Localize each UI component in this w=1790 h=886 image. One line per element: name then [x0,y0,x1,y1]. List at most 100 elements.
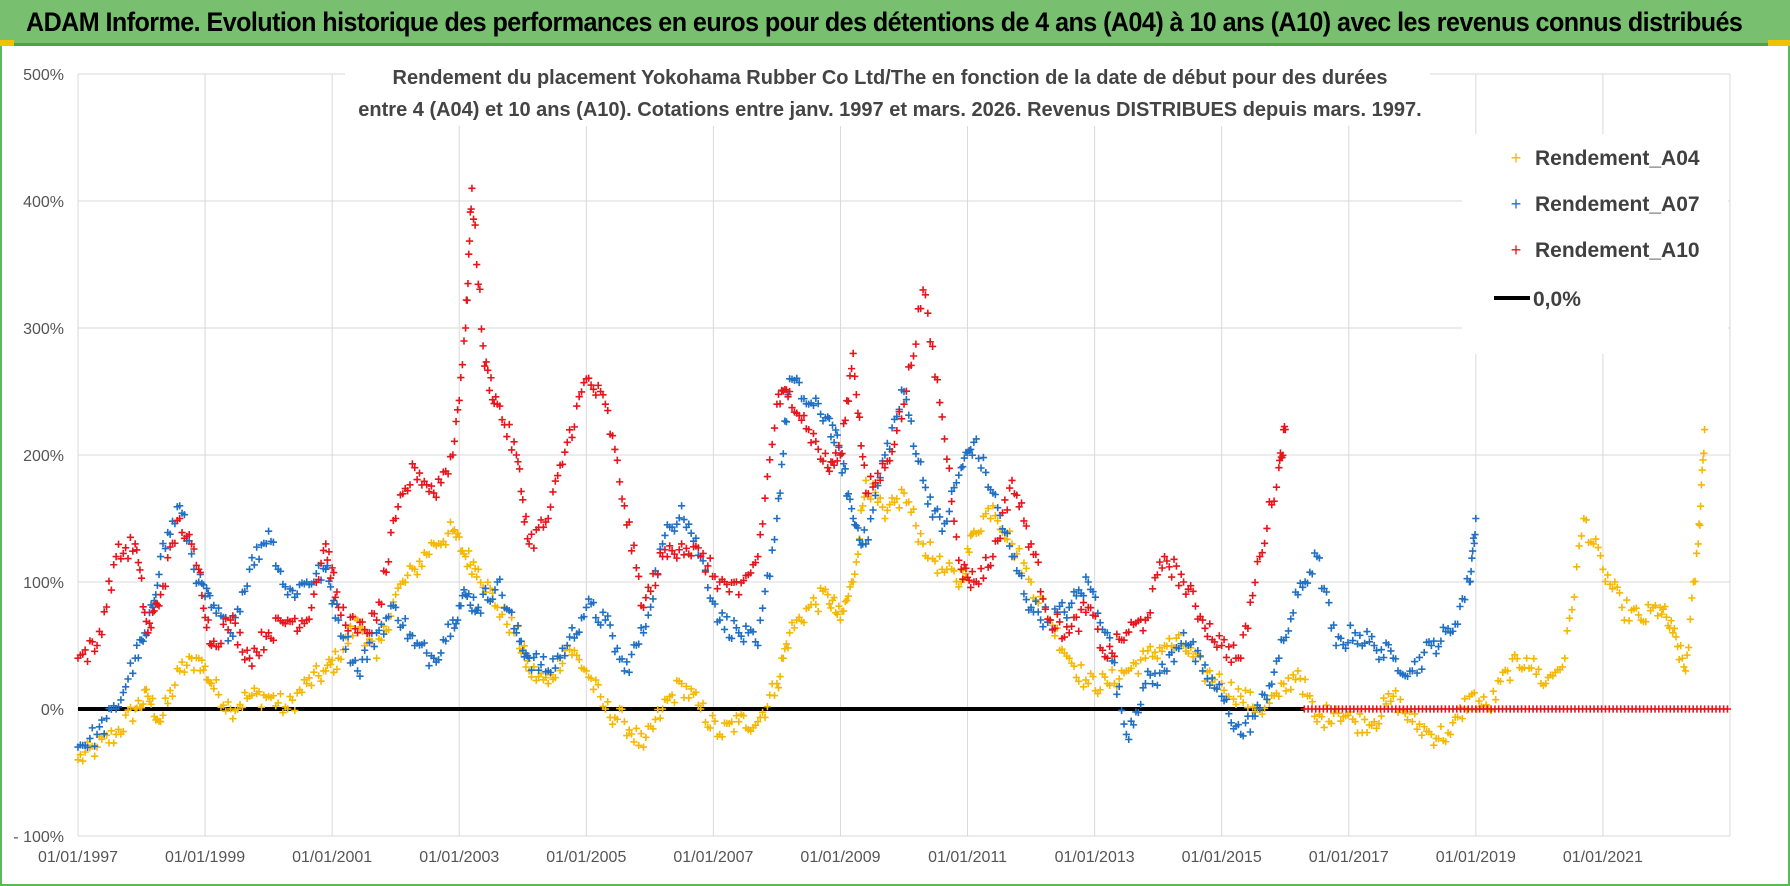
point-rendement-a10 [234,641,242,649]
point-rendement-a04 [234,705,242,713]
point-rendement-a04 [1215,670,1223,678]
point-rendement-a10 [835,441,843,450]
point-rendement-a10 [415,469,424,477]
point-rendement-a04 [131,705,139,713]
point-rendement-a04 [171,681,179,689]
point-rendement-a07 [1467,567,1475,576]
point-rendement-a07 [673,520,681,528]
point-rendement-a10 [510,438,518,446]
point-rendement-a04 [1158,647,1166,655]
point-rendement-a07 [768,546,776,554]
point-rendement-a10 [1113,630,1121,638]
point-rendement-a04 [642,733,650,741]
point-rendement-a04 [1700,449,1708,457]
point-rendement-a10 [454,406,462,414]
point-rendement-a07 [1170,657,1178,666]
point-rendement-a04 [587,674,595,682]
point-rendement-a10 [786,387,794,396]
point-rendement-a04 [307,681,316,689]
point-rendement-a10 [682,544,690,552]
legend-marker-a10: + [1511,240,1522,260]
point-rendement-a04 [1625,617,1633,625]
point-rendement-a04 [159,711,167,719]
point-rendement-a10 [141,608,149,617]
point-rendement-a07 [926,493,934,501]
point-rendement-a10 [732,578,741,586]
point-rendement-a04 [1291,675,1300,684]
point-rendement-a07 [948,487,956,495]
point-rendement-a07 [668,523,676,531]
point-rendement-a07 [751,638,760,646]
point-rendement-a10 [124,554,132,563]
point-rendement-a10 [926,338,934,346]
point-rendement-a07 [166,530,174,538]
point-rendement-a07 [828,421,837,429]
point-rendement-a10 [928,342,937,351]
point-rendement-a10 [943,455,951,463]
point-rendement-a10 [153,600,162,609]
point-rendement-a10 [558,460,567,468]
point-rendement-a07 [1129,721,1138,729]
x-tick-label: 01/01/2003 [419,849,499,866]
point-rendement-a10 [1177,570,1185,578]
point-rendement-a04 [527,673,536,681]
point-rendement-a10 [185,530,193,539]
point-rendement-a10 [704,562,712,570]
point-rendement-a04 [1151,648,1159,656]
point-rendement-a07 [1263,695,1271,704]
point-rendement-a04 [1513,654,1521,663]
point-rendement-a07 [867,515,875,523]
point-rendement-a10 [145,619,154,627]
point-rendement-a10 [482,358,490,366]
point-rendement-a04 [862,476,870,484]
point-rendement-a04 [300,676,308,684]
point-rendement-a10 [262,632,270,641]
point-rendement-a04 [1296,674,1304,683]
point-rendement-a07 [549,655,557,663]
point-rendement-a07 [1065,603,1073,611]
point-rendement-a04 [788,618,796,627]
point-rendement-a10 [967,583,975,592]
point-rendement-a07 [206,592,214,600]
point-rendement-a04 [854,550,862,558]
point-rendement-a04 [1413,725,1421,733]
point-rendement-a04 [349,632,357,640]
point-rendement-a10 [756,531,764,539]
point-rendement-a10 [339,603,347,612]
point-rendement-a04 [1644,601,1652,609]
point-rendement-a10 [458,361,467,369]
point-rendement-a07 [479,590,487,598]
point-rendement-a07 [761,587,769,596]
x-tick-label: 01/01/2021 [1563,849,1643,866]
point-rendement-a04 [832,609,840,617]
point-rendement-a10 [912,340,920,348]
banner-title: ADAM Informe. Evolution historique des p… [26,7,1743,37]
point-rendement-a10 [573,402,581,410]
point-rendement-a04 [498,610,506,619]
point-rendement-a04 [658,705,667,713]
point-rendement-a07 [637,624,645,632]
point-rendement-a04 [255,688,263,696]
point-rendement-a04 [663,696,671,704]
point-rendement-a10 [563,438,571,446]
point-rendement-a07 [180,511,189,519]
point-rendement-a04 [1693,549,1701,557]
point-rendement-a04 [1280,680,1288,688]
point-rendement-a04 [1420,723,1428,731]
point-rendement-a07 [580,613,588,621]
point-rendement-a10 [699,549,707,558]
point-rendement-a10 [155,602,163,610]
point-rendement-a04 [933,569,941,577]
point-rendement-a10 [551,477,559,485]
point-rendement-a10 [305,615,313,623]
point-rendement-a10 [190,545,198,553]
point-rendement-a04 [625,726,633,734]
point-rendement-a04 [1575,542,1583,550]
point-rendement-a07 [1461,595,1469,604]
point-rendement-a07 [832,426,840,434]
point-rendement-a04 [1311,712,1319,720]
point-rendement-a10 [129,547,137,555]
point-rendement-a04 [1051,632,1059,640]
point-rendement-a10 [474,280,482,288]
legend-label-a10: Rendement_A10 [1535,239,1700,262]
